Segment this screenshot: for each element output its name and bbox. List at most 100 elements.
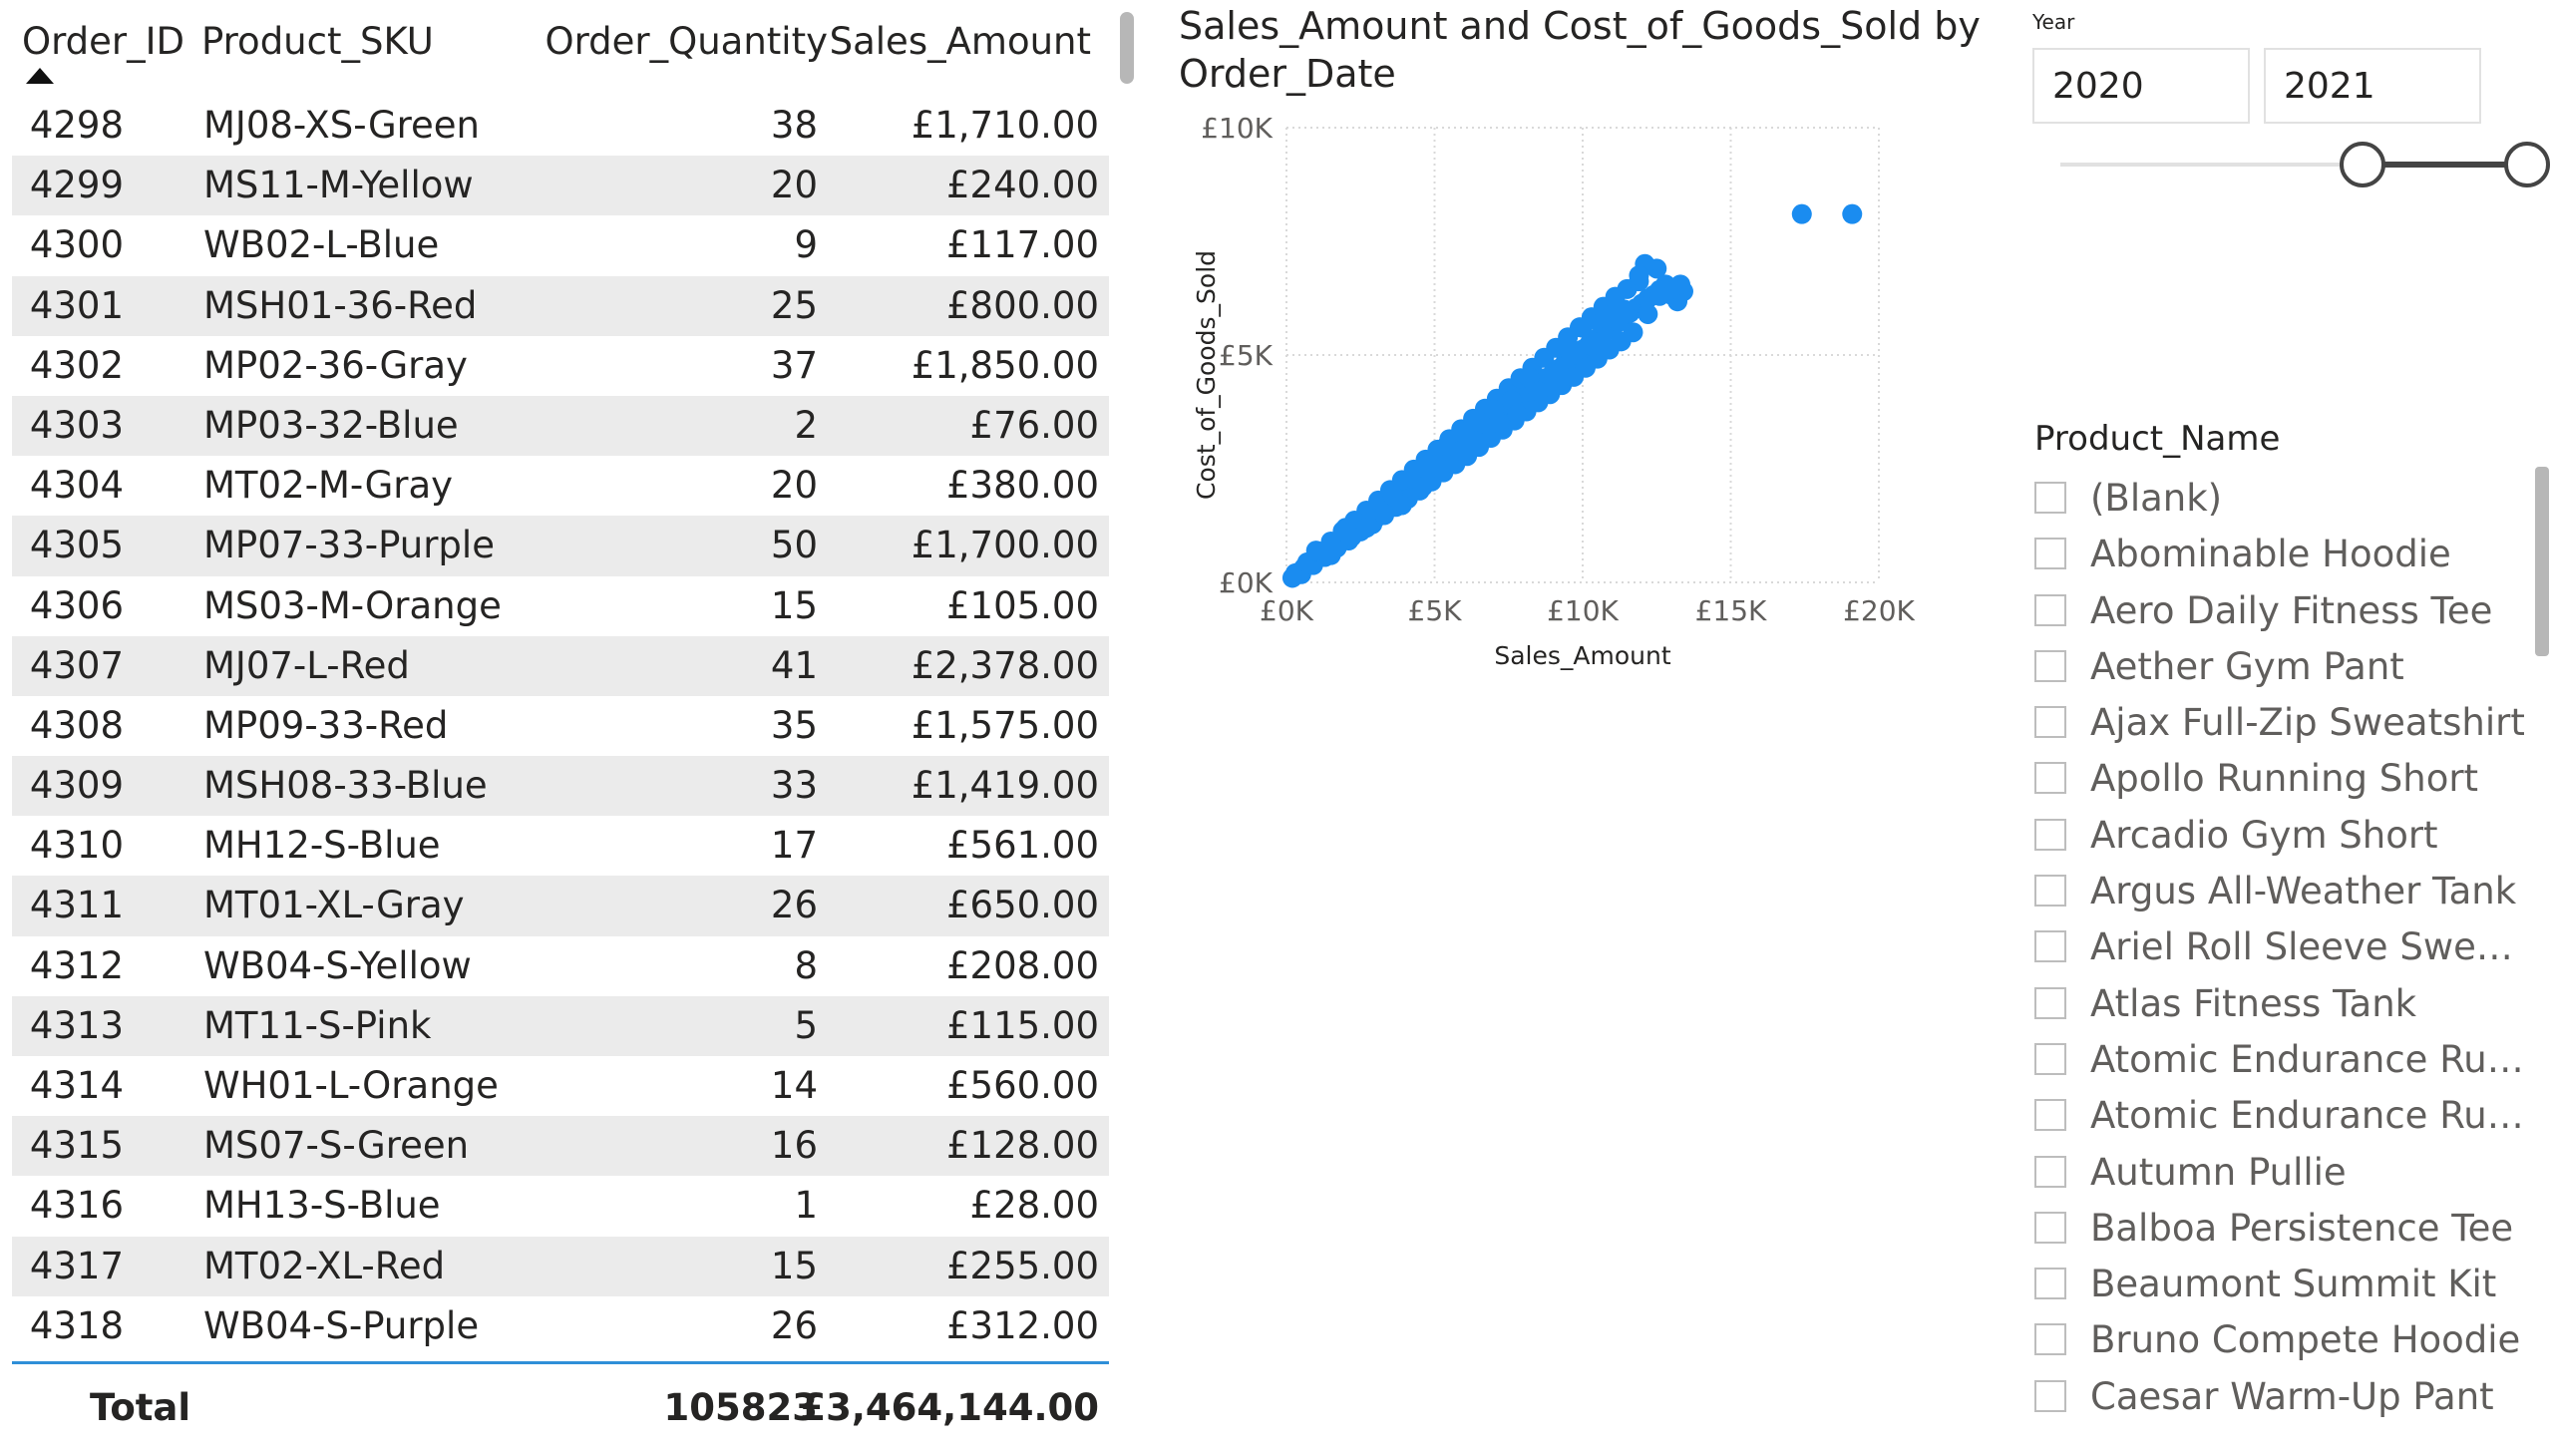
table-row[interactable]: 4306 MS03-M-Orange 15 £105.00	[12, 575, 1109, 636]
table-row[interactable]: 4314 WH01-L-Orange 14 £560.00	[12, 1056, 1109, 1117]
total-sales-amount: £3,464,144.00	[800, 1386, 1099, 1429]
checkbox-icon[interactable]	[2034, 930, 2066, 963]
orders-table[interactable]: Order_ID Product_SKU Order_Quantity Sale…	[12, 0, 1109, 1456]
checkbox-icon[interactable]	[2034, 1211, 2066, 1244]
product-slicer-item[interactable]: Arcadio Gym Short	[2034, 808, 2533, 864]
product-slicer-scrollbar-thumb[interactable]	[2535, 467, 2549, 656]
product-slicer-item[interactable]: (Blank)	[2034, 471, 2533, 527]
year-slider-start-handle[interactable]	[2339, 142, 2385, 187]
sort-ascending-icon[interactable]	[26, 68, 54, 84]
product-slicer-item[interactable]: Bruno Compete Hoodie	[2034, 1312, 2533, 1368]
product-slicer-item[interactable]: Beaumont Summit Kit	[2034, 1257, 2533, 1312]
table-row[interactable]: 4298 MJ08-XS-Green 38 £1,710.00	[12, 96, 1109, 157]
product-slicer-item[interactable]: Caesar Warm-Up Pant	[2034, 1369, 2533, 1425]
product-slicer-item-label: Balboa Persistence Tee	[2090, 1206, 2514, 1250]
scatter-chart[interactable]: £0K £5K £10K £15K £20K £0K £5K £10K Sales_Amou…	[1167, 0, 2024, 758]
scatter-point[interactable]	[1528, 381, 1549, 402]
year-slicer[interactable]: Year	[2024, 0, 2553, 239]
scatter-point[interactable]	[1842, 203, 1863, 224]
table-row[interactable]: 4307 MJ07-L-Red 41 £2,378.00	[12, 635, 1109, 696]
scatter-point[interactable]	[1791, 203, 1812, 224]
table-row[interactable]: 4305 MP07-33-Purple 50 £1,700.00	[12, 516, 1109, 576]
table-row[interactable]: 4308 MP09-33-Red 35 £1,575.00	[12, 695, 1109, 757]
table-scrollbar-thumb[interactable]	[1120, 12, 1134, 84]
scatter-point[interactable]	[1320, 545, 1341, 565]
checkbox-icon[interactable]	[2034, 482, 2066, 514]
scatter-point[interactable]	[1430, 459, 1451, 479]
year-from-input[interactable]	[2032, 48, 2250, 124]
product-slicer-item[interactable]: Ariel Roll Sleeve Sweats...	[2034, 919, 2533, 975]
table-row[interactable]: 4299 MS11-M-Yellow 20 £240.00	[12, 156, 1109, 216]
column-header-order-id[interactable]: Order_ID	[22, 20, 185, 63]
product-slicer-item[interactable]: Autumn Pullie	[2034, 1145, 2533, 1201]
checkbox-icon[interactable]	[2034, 1323, 2066, 1356]
scatter-point[interactable]	[1489, 413, 1510, 434]
table-row[interactable]: 4302 MP02-36-Gray 37 £1,850.00	[12, 335, 1109, 396]
scatter-point[interactable]	[1638, 303, 1658, 324]
scatter-point[interactable]	[1623, 322, 1643, 343]
scatter-point[interactable]	[1549, 363, 1570, 384]
checkbox-icon[interactable]	[2034, 1155, 2066, 1188]
checkbox-icon[interactable]	[2034, 986, 2066, 1019]
product-slicer-item[interactable]: Aether Gym Pant	[2034, 639, 2533, 695]
table-row[interactable]: 4312 WB04-S-Yellow 8 £208.00	[12, 935, 1109, 996]
product-slicer-item[interactable]: Abominable Hoodie	[2034, 527, 2533, 582]
table-row[interactable]: 4316 MH13-S-Blue 1 £28.00	[12, 1176, 1109, 1237]
table-row[interactable]: 4310 MH12-S-Blue 17 £561.00	[12, 816, 1109, 877]
product-slicer-item[interactable]: Balboa Persistence Tee	[2034, 1201, 2533, 1257]
checkbox-icon[interactable]	[2034, 1379, 2066, 1412]
product-slicer-item[interactable]: Apollo Running Short	[2034, 751, 2533, 807]
table-row[interactable]: 4300 WB02-L-Blue 9 £117.00	[12, 215, 1109, 276]
scatter-point[interactable]	[1573, 317, 1593, 338]
checkbox-icon[interactable]	[2034, 649, 2066, 682]
scatter-point[interactable]	[1451, 440, 1472, 461]
year-to-input[interactable]	[2264, 48, 2481, 124]
table-row[interactable]: 4318 WB04-S-Purple 26 £312.00	[12, 1295, 1109, 1356]
checkbox-icon[interactable]	[2034, 538, 2066, 570]
product-slicer-item[interactable]: Atomic Endurance Runn...	[2034, 1032, 2533, 1088]
checkbox-icon[interactable]	[2034, 1042, 2066, 1075]
scatter-point[interactable]	[1412, 477, 1433, 498]
column-header-product-sku[interactable]: Product_SKU	[201, 20, 434, 63]
scatter-point[interactable]	[1356, 518, 1377, 539]
table-row[interactable]: 4313 MT11-S-Pink 5 £115.00	[12, 995, 1109, 1056]
scatter-point[interactable]	[1391, 495, 1412, 516]
column-header-sales-amount[interactable]: Sales_Amount	[829, 20, 1091, 63]
checkbox-icon[interactable]	[2034, 593, 2066, 626]
product-slicer-item[interactable]: Aero Daily Fitness Tee	[2034, 583, 2533, 639]
product-slicer-item[interactable]: Atlas Fitness Tank	[2034, 976, 2533, 1032]
scatter-point[interactable]	[1649, 285, 1670, 306]
table-row[interactable]: 4301 MSH01-36-Red 25 £800.00	[12, 275, 1109, 336]
scatter-point[interactable]	[1602, 303, 1623, 324]
table-row[interactable]: 4303 MP03-32-Blue 2 £76.00	[12, 395, 1109, 457]
table-row[interactable]: 4315 MS07-S-Green 16 £128.00	[12, 1116, 1109, 1177]
scatter-point[interactable]	[1507, 404, 1528, 425]
table-row[interactable]: 4309 MSH08-33-Blue 33 £1,419.00	[12, 756, 1109, 817]
table-row[interactable]: 4304 MT02-M-Gray 20 £380.00	[12, 456, 1109, 517]
scatter-point[interactable]	[1466, 431, 1487, 452]
scatter-point[interactable]	[1341, 527, 1362, 547]
scatter-point[interactable]	[1374, 504, 1395, 525]
checkbox-icon[interactable]	[2034, 1268, 2066, 1300]
year-slider-end-handle[interactable]	[2504, 142, 2550, 187]
table-row[interactable]: 4311 MT01-XL-Gray 26 £650.00	[12, 876, 1109, 936]
scatter-point[interactable]	[1629, 265, 1649, 286]
checkbox-icon[interactable]	[2034, 875, 2066, 908]
product-slicer-item[interactable]: Argus All-Weather Tank	[2034, 864, 2533, 919]
product-slicer-item[interactable]: Ajax Full-Zip Sweatshirt	[2034, 695, 2533, 751]
product-slicer-item-label: Autumn Pullie	[2090, 1150, 2347, 1194]
checkbox-icon[interactable]	[2034, 706, 2066, 739]
table-row[interactable]: 4317 MT02-XL-Red 15 £255.00	[12, 1236, 1109, 1296]
order-quantity-cell: 14	[770, 1064, 818, 1107]
column-header-order-quantity[interactable]: Order_Quantity	[545, 20, 828, 63]
scatter-point[interactable]	[1581, 335, 1602, 356]
scatter-point[interactable]	[1472, 413, 1493, 434]
product-slicer-item[interactable]: Atomic Endurance Runn...	[2034, 1088, 2533, 1144]
product-name-slicer[interactable]: Product_Name (Blank) Abominable Hoodie Aer…	[2024, 399, 2553, 1456]
checkbox-icon[interactable]	[2034, 818, 2066, 851]
scatter-point[interactable]	[1561, 345, 1582, 365]
checkbox-icon[interactable]	[2034, 762, 2066, 795]
checkbox-icon[interactable]	[2034, 1099, 2066, 1132]
year-slider-track[interactable]	[2060, 163, 2547, 167]
scatter-chart-visual[interactable]: Sales_Amount and Cost_of_Goods_Sold by O…	[1167, 0, 2024, 758]
